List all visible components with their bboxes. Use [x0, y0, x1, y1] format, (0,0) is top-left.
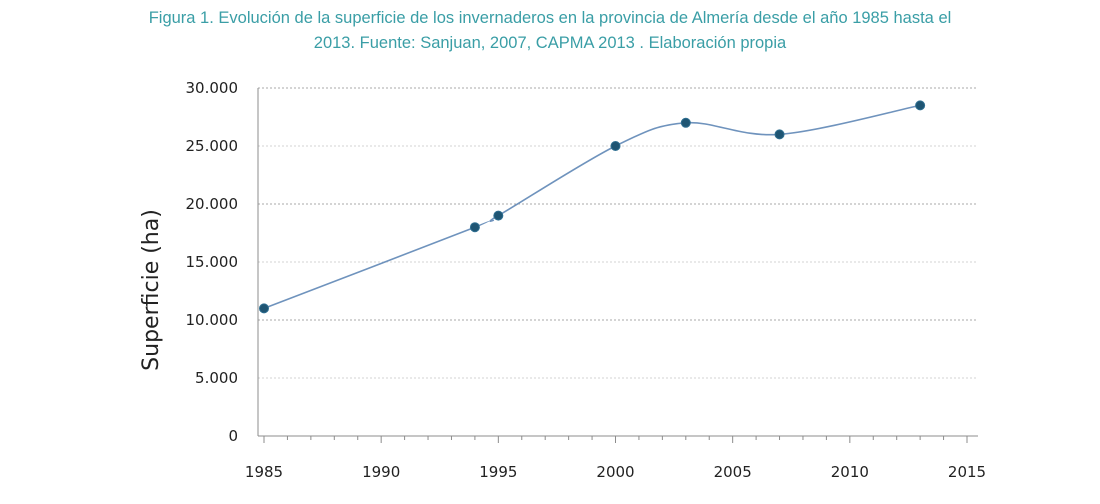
y-axis-title: Superficie (ha) — [139, 209, 164, 371]
data-points — [259, 100, 926, 314]
y-tick-label: 5.000 — [195, 369, 238, 387]
caption-line-1: Figura 1. Evolución de la superficie de … — [148, 9, 952, 27]
x-tick-label: 2010 — [831, 463, 869, 481]
data-point — [680, 117, 691, 128]
data-point — [259, 303, 269, 314]
caption-line-2: 2013. Fuente: Sanjuan, 2007, CAPMA 2013 … — [313, 34, 787, 52]
x-tick-label: 2000 — [596, 463, 634, 481]
x-tick-label: 1985 — [245, 463, 283, 481]
y-tick-label: 25.000 — [186, 137, 239, 155]
x-tick-label: 2015 — [948, 463, 986, 481]
y-tick-label: 30.000 — [186, 79, 239, 97]
y-tick-label: 20.000 — [186, 195, 239, 213]
data-point — [915, 100, 926, 111]
data-point — [469, 222, 480, 233]
gridlines — [258, 87, 978, 379]
x-tick-label: 1995 — [479, 463, 517, 481]
data-point — [493, 210, 504, 221]
series-line — [263, 104, 921, 310]
data-point — [610, 141, 621, 151]
series-line-group — [263, 104, 921, 310]
y-tick-label: 10.000 — [186, 311, 239, 329]
x-tick-label: 1990 — [362, 463, 400, 481]
y-tick-label: 15.000 — [186, 253, 239, 271]
figure-caption: Figura 1. Evolución de la superficie de … — [0, 6, 1100, 56]
tick-labels: 0 5.000 10.000 15.000 20.000 25.000 30.000 1985… — [186, 79, 987, 481]
x-tick-label: 2005 — [714, 463, 752, 481]
axes — [257, 88, 978, 443]
y-tick-label: 0 — [228, 427, 238, 445]
data-point — [774, 129, 785, 140]
